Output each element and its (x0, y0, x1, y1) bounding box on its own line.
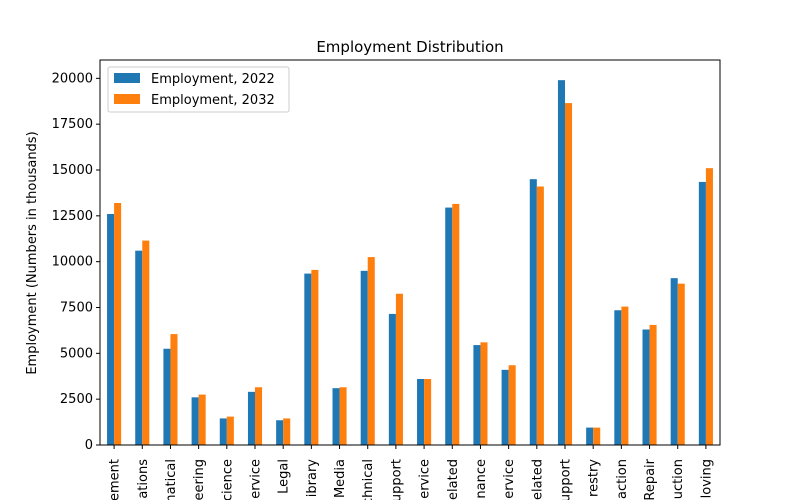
x-tick-label-3: matical (164, 459, 179, 500)
bar-2-12 (424, 379, 432, 445)
x-tick-label-4: eering (192, 459, 207, 500)
bar-1-6 (247, 391, 255, 445)
bar-1-7 (276, 420, 284, 445)
bar-2-19 (621, 306, 629, 445)
bar-2-22 (705, 168, 713, 445)
x-tick-label-8: ibrary (305, 459, 320, 498)
x-tick-label-7: Legal (277, 459, 292, 494)
bar-1-4 (191, 397, 199, 445)
x-tick-label-5: cience (220, 459, 235, 500)
x-tick-label-17: upport (559, 459, 574, 500)
x-tick-label-16: elated (530, 459, 545, 500)
y-tick-label-1: 0 (85, 438, 93, 453)
bar-1-18 (586, 427, 594, 445)
bar-2-13 (452, 203, 460, 445)
bar-2-18 (593, 427, 601, 445)
bar-2-14 (480, 342, 488, 445)
chart-title: Employment Distribution (316, 38, 503, 56)
bar-2-16 (536, 186, 544, 445)
bar-1-1 (107, 214, 115, 445)
x-tick-label-11: upport (389, 459, 404, 500)
x-tick-label-12: ervice (418, 459, 433, 499)
bar-2-10 (367, 257, 375, 445)
bar-1-12 (417, 379, 425, 445)
y-tick-label-9: 20000 (52, 71, 93, 86)
axes-frame (99, 59, 721, 446)
x-tick-label-10: chnical (361, 459, 376, 500)
x-tick-label-19: action (615, 459, 630, 499)
bar-1-19 (614, 310, 622, 445)
bar-2-8 (311, 269, 319, 445)
y-tick-label-8: 17500 (52, 117, 93, 132)
bar-2-17 (565, 103, 573, 445)
y-tick-label-2: 2500 (60, 392, 93, 407)
bar-1-14 (473, 345, 481, 445)
bar-2-9 (339, 387, 347, 445)
bar-1-22 (698, 181, 706, 445)
bar-2-5 (226, 416, 234, 445)
bar-2-20 (649, 324, 657, 445)
bar-2-21 (677, 283, 685, 445)
legend: Employment, 2022 Employment, 2032 (107, 66, 290, 113)
x-tick-label-22: loving (699, 459, 714, 498)
bar-1-9 (332, 388, 340, 445)
x-tick-label-9: Media (333, 459, 348, 498)
bar-2-4 (198, 394, 206, 445)
y-tick-label-7: 15000 (52, 163, 93, 178)
y-axis-label: Employment (Numbers in thousands) (25, 131, 40, 374)
bar-1-8 (304, 273, 312, 445)
bar-1-13 (445, 207, 453, 445)
bar-2-11 (395, 293, 403, 445)
bar-2-6 (255, 387, 263, 445)
x-tick-label-14: nance (474, 459, 489, 499)
y-tick-label-5: 10000 (52, 255, 93, 270)
bar-1-10 (360, 270, 368, 445)
x-tick-label-2: ations (136, 459, 151, 499)
legend-box (107, 66, 290, 113)
bar-1-11 (388, 313, 396, 445)
y-tick-label-4: 7500 (60, 301, 93, 316)
bar-1-5 (219, 418, 227, 445)
bar-1-2 (135, 250, 143, 445)
bar-1-3 (163, 348, 171, 445)
legend-label-2: Employment, 2032 (151, 93, 275, 108)
bar-1-16 (529, 179, 537, 445)
bar-1-20 (642, 329, 650, 445)
bar-2-15 (508, 365, 516, 445)
bar-2-1 (114, 203, 122, 445)
legend-swatch-1 (114, 73, 140, 83)
x-tick-label-13: elated (446, 459, 461, 500)
x-tick-label-20: Repair (643, 458, 658, 500)
bar-1-15 (501, 369, 509, 445)
plot-area: 0 2500 5000 7500 10000 12500 15000 17500 20000 em… (52, 59, 721, 500)
bar-1-17 (557, 80, 565, 446)
y-tick-label-3: 5000 (60, 346, 93, 361)
x-tick-label-1: ement (108, 459, 123, 500)
x-tick-label-15: ervice (502, 459, 517, 499)
x-tick-label-18: restry (587, 459, 602, 497)
bar-2-7 (283, 418, 291, 445)
legend-swatch-2 (114, 94, 140, 104)
x-tick-label-21: uction (671, 459, 686, 499)
bar-2-2 (142, 240, 150, 445)
x-tick-label-6: ervice (249, 459, 264, 499)
y-tick-label-6: 12500 (52, 209, 93, 224)
legend-label-1: Employment, 2022 (151, 72, 275, 87)
bar-2-3 (170, 334, 178, 445)
bar-1-21 (670, 278, 678, 445)
